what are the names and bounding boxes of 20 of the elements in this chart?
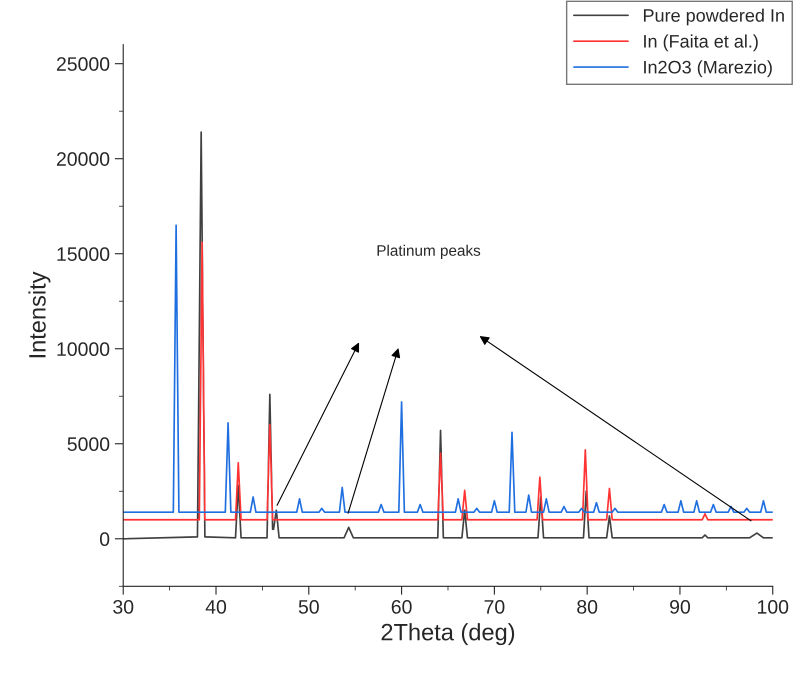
x-tick-label: 100 — [758, 600, 788, 614]
y-tick-label: 20000 — [56, 152, 110, 166]
y-tick-label: 0 — [100, 532, 110, 546]
x-tick-label: 30 — [113, 600, 134, 614]
x-tick-label: 60 — [392, 600, 412, 614]
legend-label: In2O3 (Marezio) — [644, 60, 772, 78]
y-tick-label: 15000 — [57, 247, 110, 261]
y-tick-label: 10000 — [57, 342, 110, 356]
legend-label: In (Faita et al.) — [644, 34, 758, 52]
x-tick-label: 50 — [298, 600, 319, 614]
x-tick-label: 40 — [206, 600, 226, 614]
legend-label: Pure powdered In — [644, 8, 784, 26]
annotation: Platinum peaks — [378, 244, 480, 259]
x-tick-label: 80 — [577, 600, 598, 614]
y-tick-label: 25000 — [56, 57, 110, 71]
y-tick-label: 5000 — [68, 437, 110, 451]
x-tick-label: 70 — [484, 600, 504, 614]
x-axis-title: 2Theta (deg) — [382, 623, 514, 646]
x-tick-label: 90 — [670, 600, 690, 614]
y-axis-title: Intensity — [28, 272, 50, 358]
